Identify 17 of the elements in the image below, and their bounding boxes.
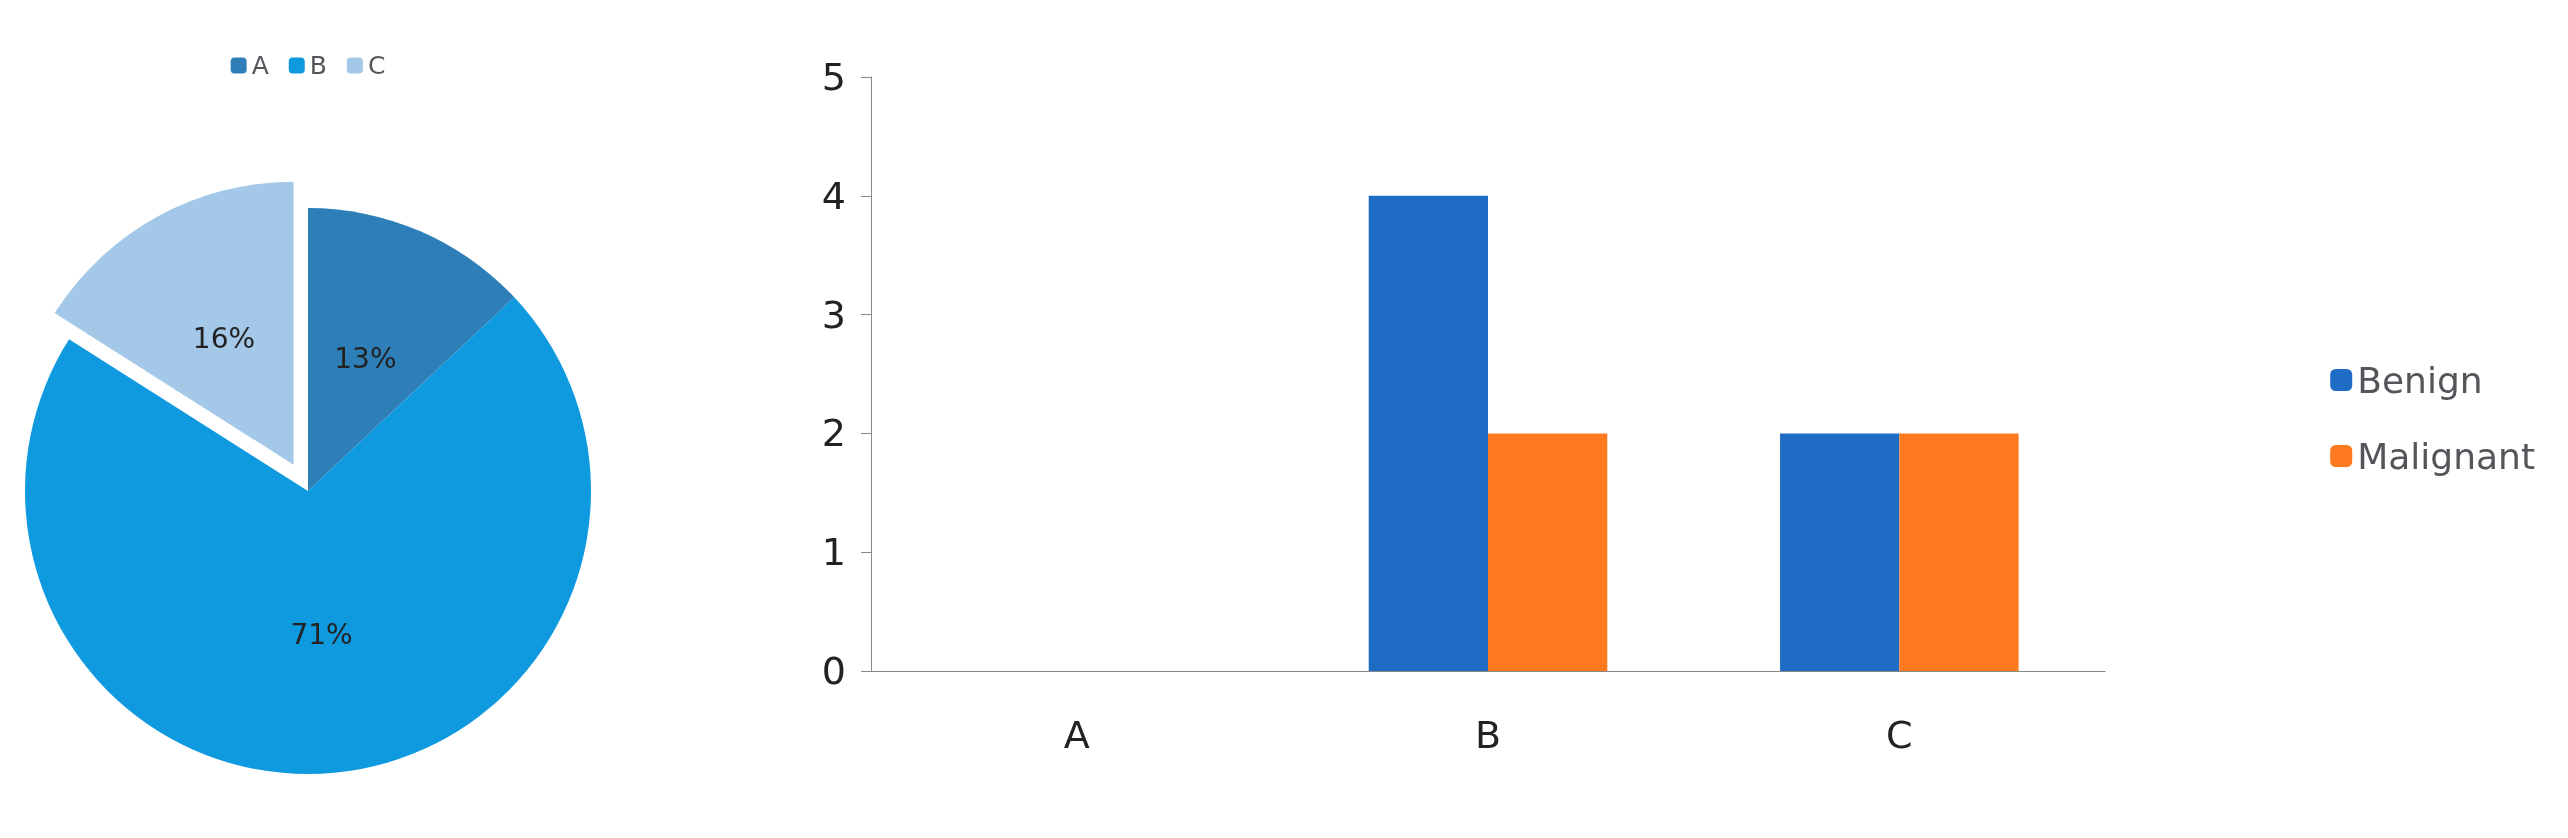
y-tick-label: 3: [821, 292, 846, 337]
data-label: 71%: [290, 618, 353, 652]
data-label: 16%: [192, 321, 256, 355]
x-tick-label: B: [1474, 713, 1502, 757]
legend-label: A: [251, 51, 269, 80]
y-tick-label: 5: [821, 55, 846, 99]
y-tick-label: 0: [821, 649, 846, 693]
legend-label: C: [367, 51, 386, 80]
legend-label: Malignant: [2357, 435, 2536, 477]
x-tick-label: C: [1886, 713, 1913, 757]
x-tick-label: A: [1063, 713, 1090, 757]
legend-label: Benign: [2357, 359, 2483, 401]
data-label: 13%: [334, 341, 397, 375]
legend-label: B: [309, 51, 327, 80]
y-tick-label: 4: [821, 173, 846, 218]
y-tick-label: 1: [821, 530, 846, 575]
y-tick-label: 2: [821, 411, 846, 456]
